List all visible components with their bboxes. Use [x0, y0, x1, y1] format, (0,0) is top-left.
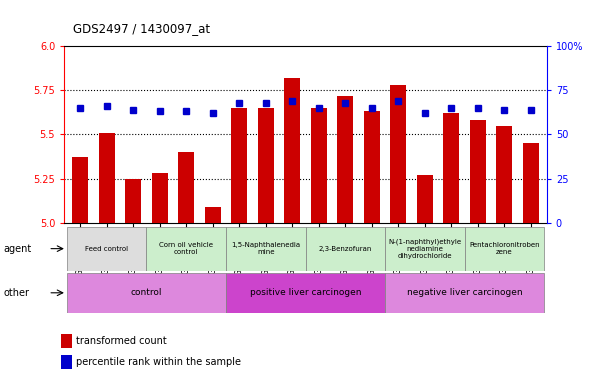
- Text: other: other: [3, 288, 29, 298]
- Bar: [523, 143, 539, 223]
- Bar: [470, 120, 486, 223]
- Bar: [258, 108, 274, 223]
- Bar: [72, 157, 88, 223]
- Text: Feed control: Feed control: [85, 246, 128, 252]
- Bar: [152, 173, 167, 223]
- Text: transformed count: transformed count: [76, 336, 167, 346]
- Bar: [231, 108, 247, 223]
- Bar: [178, 152, 194, 223]
- Text: percentile rank within the sample: percentile rank within the sample: [76, 357, 241, 367]
- Bar: [205, 207, 221, 223]
- Bar: [444, 113, 459, 223]
- Text: agent: agent: [3, 243, 31, 254]
- Text: N-(1-naphthyl)ethyle
nediamine
dihydrochloride: N-(1-naphthyl)ethyle nediamine dihydroch…: [388, 238, 461, 259]
- Text: positive liver carcinogen: positive liver carcinogen: [250, 288, 361, 297]
- Text: 2,3-Benzofuran: 2,3-Benzofuran: [318, 246, 372, 252]
- Bar: [311, 108, 327, 223]
- Bar: [364, 111, 380, 223]
- Text: 1,5-Naphthalenedia
mine: 1,5-Naphthalenedia mine: [231, 242, 300, 255]
- Bar: [497, 126, 513, 223]
- Text: GDS2497 / 1430097_at: GDS2497 / 1430097_at: [73, 22, 210, 35]
- Bar: [67, 227, 147, 271]
- Text: Corn oil vehicle
control: Corn oil vehicle control: [159, 242, 213, 255]
- Bar: [385, 227, 464, 271]
- Bar: [226, 227, 306, 271]
- Bar: [147, 227, 226, 271]
- Bar: [417, 175, 433, 223]
- Bar: [464, 227, 544, 271]
- Bar: [284, 78, 300, 223]
- Bar: [385, 273, 544, 313]
- Text: control: control: [131, 288, 162, 297]
- Bar: [337, 96, 353, 223]
- Bar: [125, 179, 141, 223]
- Text: negative liver carcinogen: negative liver carcinogen: [407, 288, 522, 297]
- Bar: [306, 227, 385, 271]
- Bar: [98, 132, 114, 223]
- Bar: [67, 273, 226, 313]
- Bar: [390, 85, 406, 223]
- Text: Pentachloronitroben
zene: Pentachloronitroben zene: [469, 242, 540, 255]
- Bar: [226, 273, 385, 313]
